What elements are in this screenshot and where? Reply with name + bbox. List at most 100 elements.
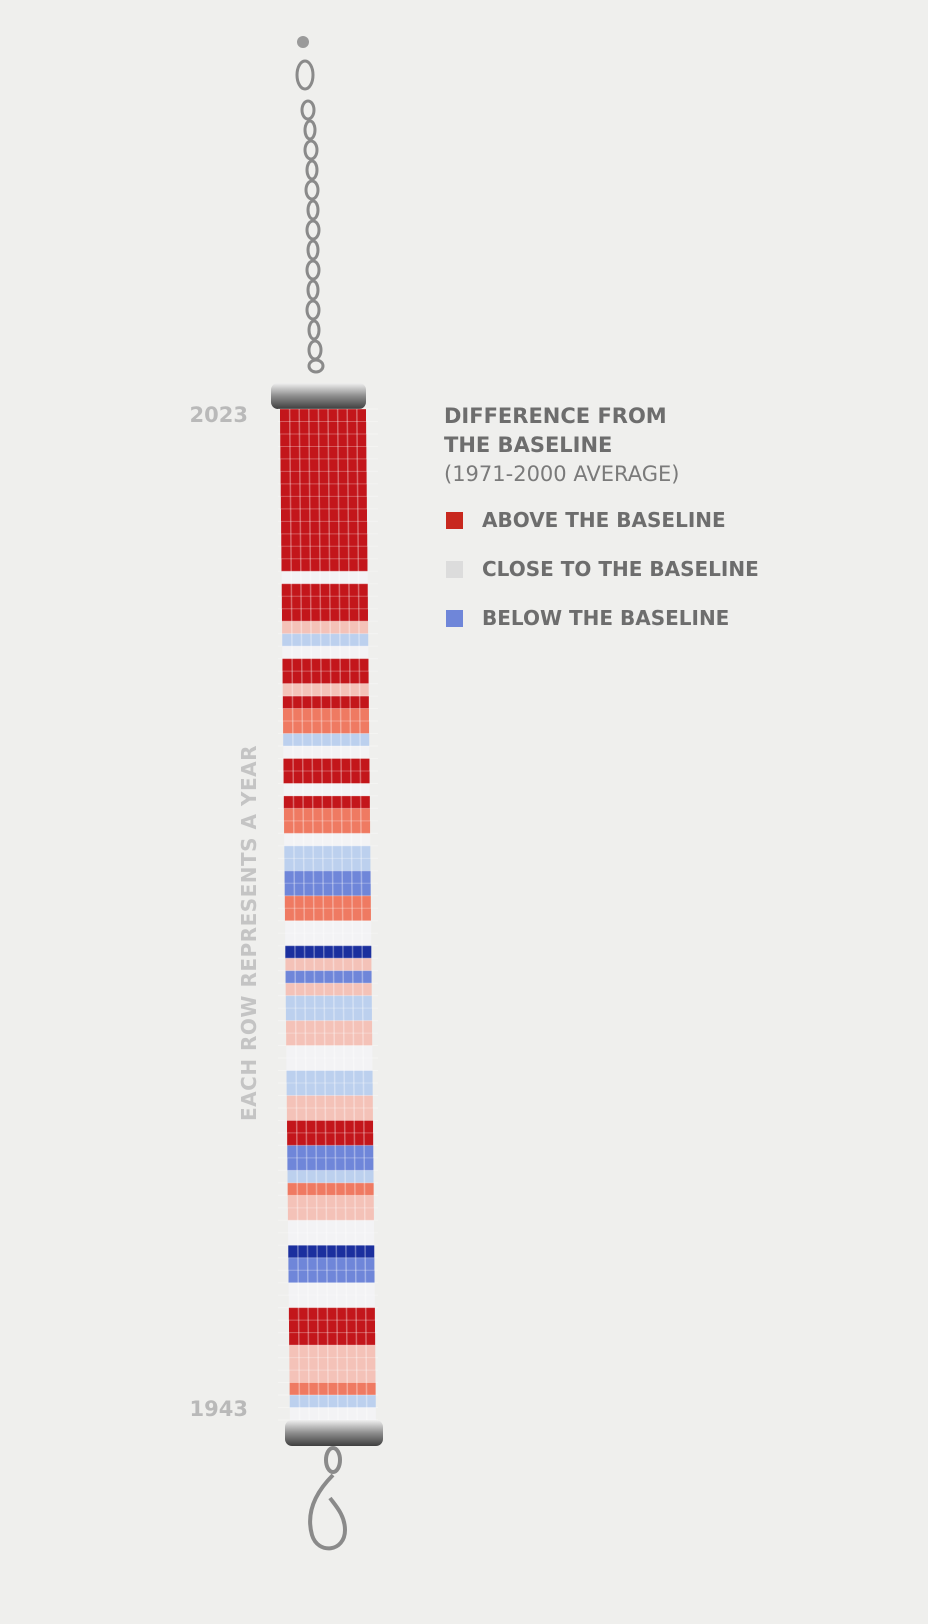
bead-row [280, 433, 367, 447]
bead-row [280, 471, 367, 485]
legend-swatch [446, 512, 463, 529]
bead-row [285, 970, 372, 984]
bead-row [284, 895, 371, 909]
legend: ABOVE THE BASELINE CLOSE TO THE BASELINE B… [446, 508, 759, 630]
bead-row [281, 533, 368, 547]
legend-title: DIFFERENCE FROM [444, 404, 667, 428]
bead-row [285, 920, 372, 934]
bead-row [286, 1095, 373, 1109]
bead-row [289, 1357, 376, 1371]
bead-row [288, 1282, 375, 1296]
bead-row [289, 1345, 376, 1358]
legend-label: ABOVE THE BASELINE [482, 508, 726, 532]
legend-subtitle: (1971-2000 AVERAGE) [444, 462, 679, 486]
legend-label: CLOSE TO THE BASELINE [482, 557, 759, 581]
bead-row [284, 845, 371, 859]
bead-row [288, 1270, 375, 1284]
bead-row [288, 1307, 375, 1321]
bead-row [280, 421, 367, 435]
bead-row [280, 458, 367, 472]
bead-row [281, 583, 368, 597]
bead-divider [327, 408, 339, 1421]
bead-row [282, 696, 369, 709]
bead-row [289, 1382, 376, 1396]
bead-row [285, 958, 372, 971]
bead-row [285, 995, 372, 1009]
bead-row [287, 1145, 374, 1159]
bead-row [282, 671, 369, 684]
end-cap [271, 383, 366, 409]
legend-title: THE BASELINE [444, 433, 612, 457]
bead-row [284, 858, 371, 872]
bead-row [282, 646, 369, 659]
bead-row [289, 1407, 376, 1421]
bead-row [285, 1008, 372, 1021]
bead-row [280, 508, 367, 522]
bead-row [287, 1157, 374, 1171]
bead-row [289, 1395, 376, 1408]
bead-row [281, 596, 368, 610]
bead-row [280, 496, 367, 510]
legend-swatch [446, 610, 463, 627]
bead-row [288, 1257, 375, 1271]
bead-row [283, 733, 370, 747]
bead-row [282, 658, 369, 672]
bead-row [284, 820, 371, 834]
legend-label: BELOW THE BASELINE [482, 606, 729, 630]
bead-row [281, 571, 368, 585]
bead-row [281, 521, 368, 535]
bead-row [284, 870, 371, 884]
end-cap [285, 1420, 383, 1446]
bead-row [281, 608, 368, 622]
bead-divider [346, 408, 358, 1421]
bead-row [286, 1020, 373, 1034]
bead-divider [317, 408, 330, 1421]
bead-row [282, 621, 369, 634]
bead-row [283, 746, 370, 759]
bead-row [286, 1045, 373, 1059]
clasp [308, 1446, 348, 1551]
bead-row [283, 758, 370, 772]
bead-row [285, 933, 372, 947]
bead-row [283, 808, 370, 822]
bead-row [284, 908, 371, 922]
bead-row [288, 1245, 375, 1259]
bead-row [286, 1070, 373, 1084]
bead-row [286, 1058, 373, 1071]
bead-row [283, 770, 370, 784]
bead-row [287, 1132, 374, 1146]
bead-divider [356, 408, 368, 1421]
bead-row [287, 1195, 374, 1209]
bead-row [284, 833, 371, 847]
bead-row [287, 1207, 374, 1221]
bead-row [287, 1120, 374, 1134]
bead-row [289, 1320, 376, 1333]
bead-row [281, 558, 368, 572]
bead-row [282, 708, 369, 722]
top-year: 2023 [190, 403, 248, 427]
bead-row [285, 983, 372, 996]
bead-divider [288, 408, 301, 1421]
bead-row [280, 409, 366, 422]
bead-row [289, 1332, 376, 1346]
bead-row [280, 446, 367, 460]
bead-row [283, 783, 370, 797]
bead-row [287, 1182, 374, 1196]
bead-row [288, 1295, 375, 1308]
bead-row [283, 721, 370, 734]
bead-row [288, 1220, 375, 1234]
bead-row [285, 945, 372, 959]
bead-row [287, 1170, 374, 1184]
bottom-year: 1943 [190, 1397, 248, 1421]
chain [295, 36, 325, 374]
legend-swatch [446, 561, 463, 578]
bead-row [286, 1083, 373, 1096]
bead-row [288, 1232, 375, 1246]
bead-rows [278, 408, 378, 1421]
bead-divider [336, 408, 349, 1421]
bead-row [284, 883, 371, 897]
bead-row [286, 1107, 373, 1121]
bead-row [286, 1033, 373, 1046]
